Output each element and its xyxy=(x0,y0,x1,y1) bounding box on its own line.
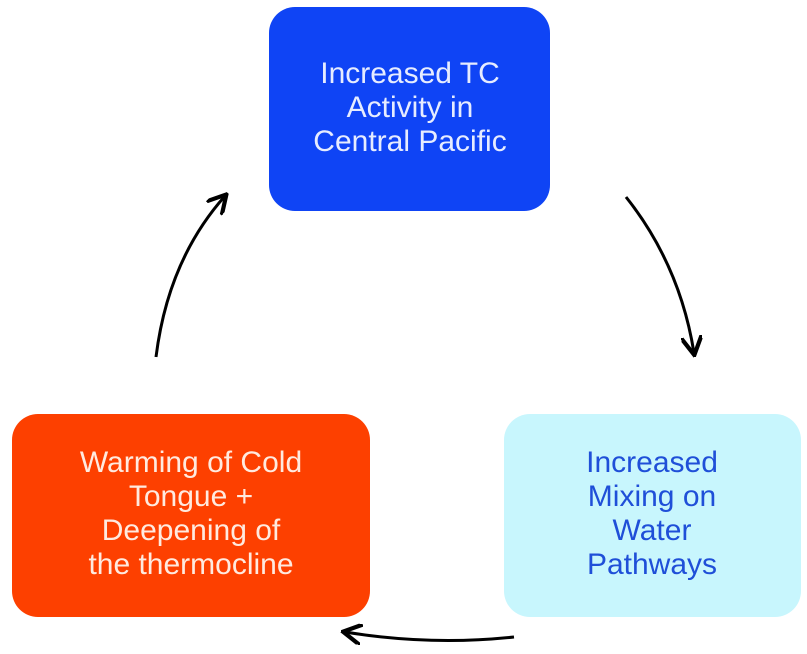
label-line: Deepening of xyxy=(102,514,281,547)
node-box xyxy=(504,414,801,617)
node-box xyxy=(12,414,370,617)
label-line: Mixing on xyxy=(588,480,716,513)
label-line: Increased xyxy=(586,446,718,479)
label-line: the thermocline xyxy=(88,548,293,581)
label-line: Tongue + xyxy=(129,480,253,513)
label-line: Water xyxy=(613,514,692,547)
arrow xyxy=(345,632,515,641)
arrow xyxy=(154,196,225,358)
arrow xyxy=(624,196,694,353)
label-line: Activity in xyxy=(347,91,474,124)
label-line: Pathways xyxy=(587,548,717,581)
node-box xyxy=(269,7,550,211)
label-line: Increased TC xyxy=(320,57,500,90)
label-line: Central Pacific xyxy=(313,125,506,158)
label-line: Warming of Cold xyxy=(80,446,302,479)
